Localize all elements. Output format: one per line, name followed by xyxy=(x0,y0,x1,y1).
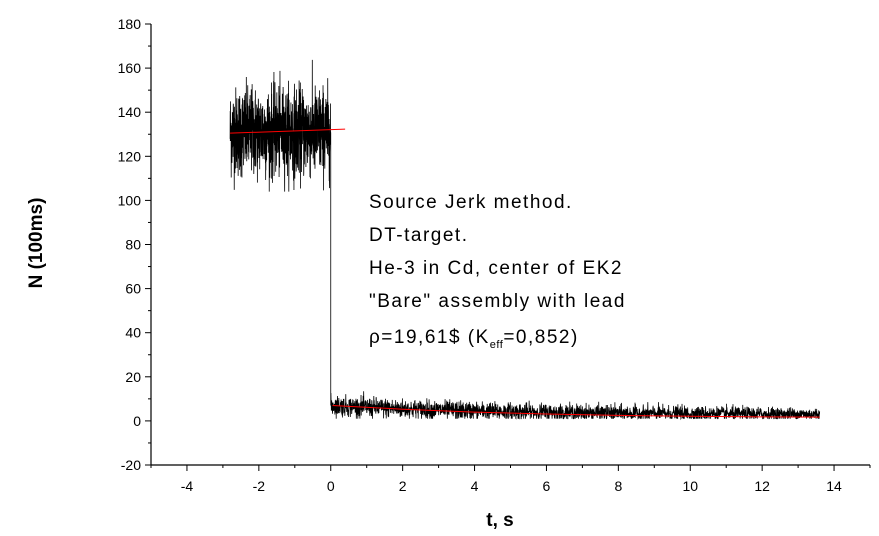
x-tick-label: 6 xyxy=(543,478,551,494)
annotation-rho-subscript: eff xyxy=(490,339,504,351)
y-tick-label: 100 xyxy=(118,192,142,208)
annotation: Source Jerk method. DT-target. He-3 in C… xyxy=(369,192,626,351)
annotation-line-1: Source Jerk method. xyxy=(369,192,573,213)
annotation-rho-suffix: =0,852) xyxy=(503,327,578,348)
x-tick-label: 12 xyxy=(754,478,770,494)
x-tick-label: -4 xyxy=(181,478,194,494)
annotation-line-3: He-3 in Cd, center of EK2 xyxy=(369,258,623,279)
x-tick-label: 8 xyxy=(614,478,622,494)
y-tick-label: 80 xyxy=(125,237,141,253)
y-tick-label: 180 xyxy=(118,16,142,32)
plot-lines xyxy=(229,59,821,421)
x-tick-label: 0 xyxy=(327,478,335,494)
measurement-series xyxy=(229,59,821,421)
annotation-line-4: "Bare" assembly with lead xyxy=(369,291,626,312)
fit-line-2 xyxy=(332,404,820,418)
y-tick-label: -20 xyxy=(121,457,141,473)
y-tick-label: 20 xyxy=(125,369,141,385)
x-tick-label: 2 xyxy=(399,478,407,494)
y-tick-label: 120 xyxy=(118,148,142,164)
y-axis-title: N (100ms) xyxy=(26,198,47,289)
y-tick-label: 60 xyxy=(125,281,141,297)
annotation-rho: ρ=19,61$ (Keff=0,852) xyxy=(369,327,579,351)
x-tick-label: -2 xyxy=(253,478,266,494)
x-tick-label: 4 xyxy=(471,478,479,494)
y-tick-label: 160 xyxy=(118,60,142,76)
x-axis-title: t, s xyxy=(486,510,513,531)
annotation-rho-prefix: ρ=19,61$ (K xyxy=(369,327,490,348)
x-tick-label: 10 xyxy=(682,478,698,494)
y-tick-label: 40 xyxy=(125,325,141,341)
y-tick-label: 140 xyxy=(118,104,142,120)
fit-line-1 xyxy=(230,128,346,134)
x-tick-label: 14 xyxy=(826,478,842,494)
y-tick-label: 0 xyxy=(133,413,141,429)
annotation-line-2: DT-target. xyxy=(369,225,468,246)
